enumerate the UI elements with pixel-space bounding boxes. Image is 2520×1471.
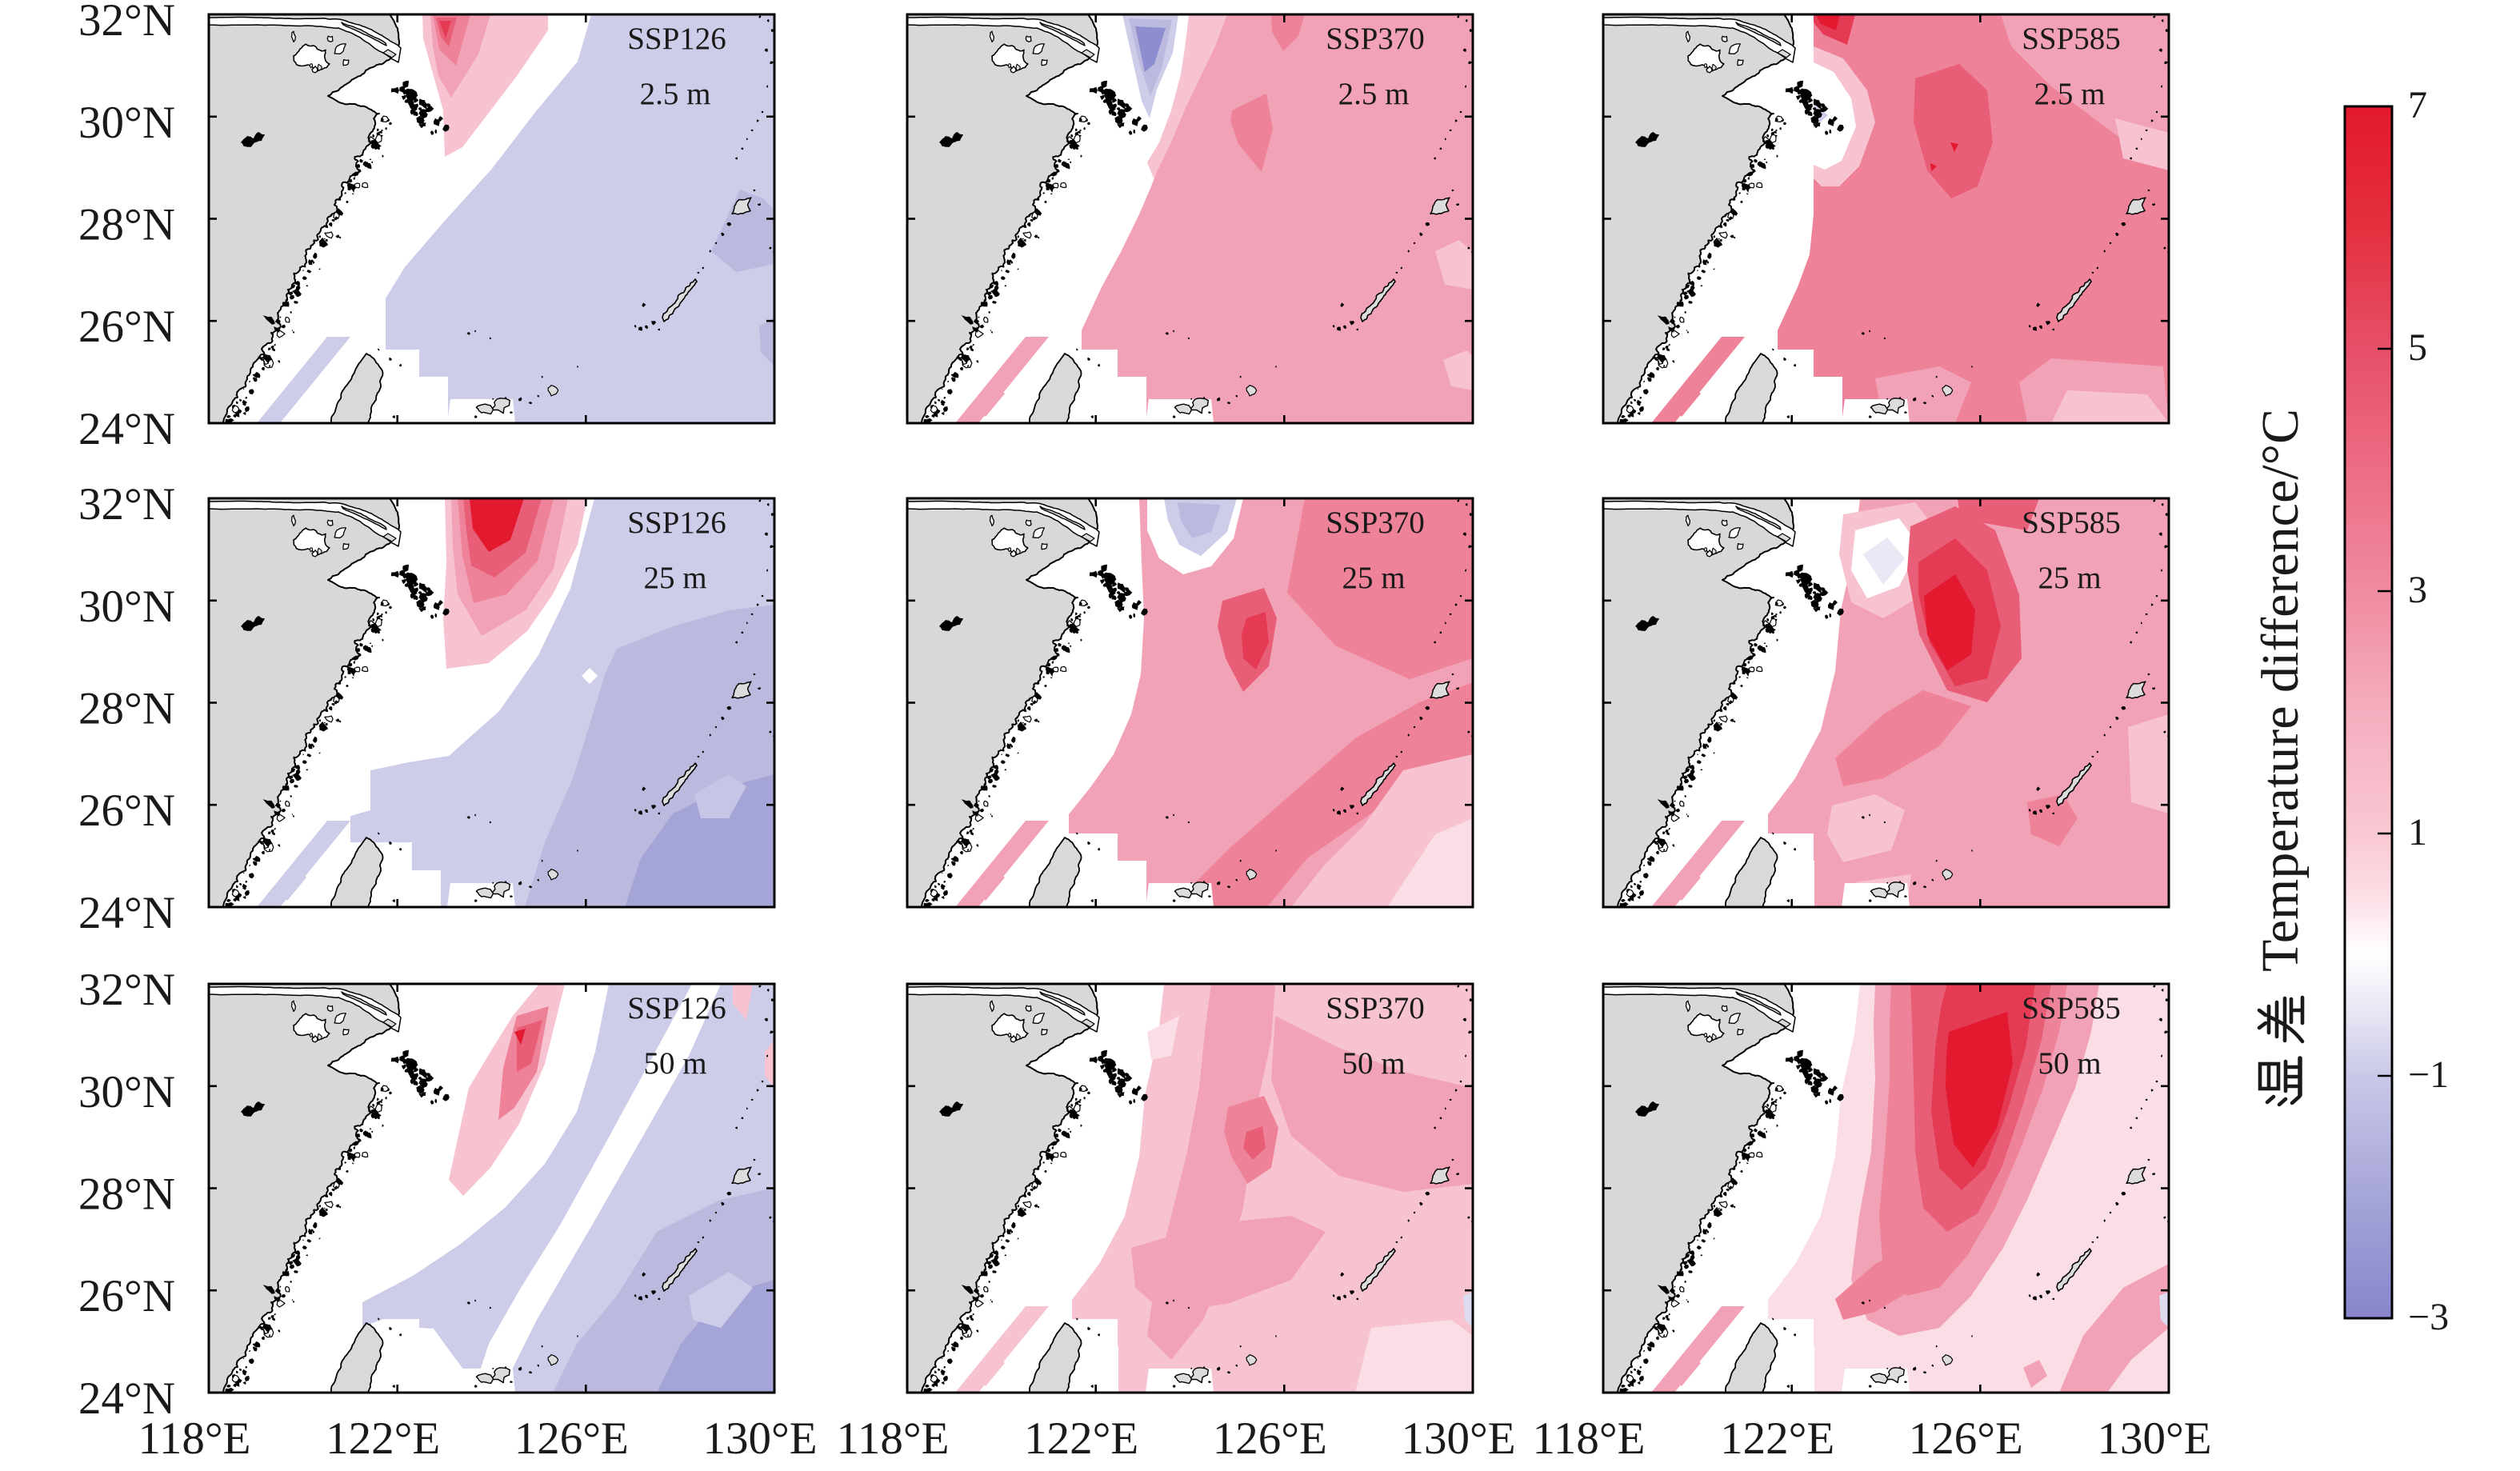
svg-text:118°E: 118°E (837, 1413, 950, 1464)
svg-text:126°E: 126°E (1909, 1413, 2023, 1464)
svg-text:28°N: 28°N (78, 1169, 175, 1220)
svg-text:1: 1 (2408, 811, 2427, 853)
svg-text:32°N: 32°N (78, 965, 175, 1015)
svg-text:26°N: 26°N (78, 1271, 175, 1321)
svg-text:2.5 m: 2.5 m (2034, 77, 2106, 111)
svg-text:25 m: 25 m (643, 561, 706, 595)
svg-text:2.5 m: 2.5 m (1338, 77, 1410, 111)
svg-text:5: 5 (2408, 326, 2427, 369)
svg-text:2.5 m: 2.5 m (640, 77, 711, 111)
svg-text:24°N: 24°N (78, 1373, 175, 1424)
svg-text:24°N: 24°N (78, 888, 175, 938)
svg-text:30°N: 30°N (78, 98, 175, 148)
svg-text:26°N: 26°N (78, 302, 175, 352)
svg-text:118°E: 118°E (138, 1413, 251, 1464)
svg-text:SSP585: SSP585 (2022, 22, 2121, 56)
svg-text:Temperature difference/°C: Temperature difference/°C (2251, 409, 2310, 972)
svg-text:50 m: 50 m (2038, 1046, 2101, 1081)
svg-text:126°E: 126°E (1213, 1413, 1327, 1464)
svg-text:122°E: 122°E (1024, 1413, 1138, 1464)
svg-text:32°N: 32°N (78, 479, 175, 530)
svg-text:−1: −1 (2408, 1053, 2449, 1096)
svg-text:32°N: 32°N (78, 0, 175, 46)
svg-text:50 m: 50 m (1342, 1046, 1405, 1081)
svg-text:SSP126: SSP126 (627, 991, 726, 1025)
svg-text:25 m: 25 m (1342, 561, 1405, 595)
svg-text:130°E: 130°E (1401, 1413, 1515, 1464)
svg-text:30°N: 30°N (78, 582, 175, 632)
svg-text:28°N: 28°N (78, 200, 175, 250)
svg-text:7: 7 (2408, 84, 2427, 126)
svg-text:118°E: 118°E (1533, 1413, 1646, 1464)
svg-text:SSP585: SSP585 (2022, 506, 2121, 540)
svg-text:−3: −3 (2408, 1296, 2449, 1338)
svg-text:130°E: 130°E (702, 1413, 817, 1464)
svg-text:SSP370: SSP370 (1326, 991, 1425, 1025)
svg-text:122°E: 122°E (326, 1413, 440, 1464)
svg-text:28°N: 28°N (78, 684, 175, 734)
svg-text:30°N: 30°N (78, 1067, 175, 1117)
svg-text:SSP126: SSP126 (627, 22, 726, 56)
svg-text:25 m: 25 m (2038, 561, 2101, 595)
svg-text:26°N: 26°N (78, 785, 175, 836)
svg-text:50 m: 50 m (643, 1046, 706, 1081)
svg-text:SSP370: SSP370 (1326, 22, 1425, 56)
svg-text:130°E: 130°E (2097, 1413, 2211, 1464)
svg-text:122°E: 122°E (1720, 1413, 1834, 1464)
svg-text:SSP585: SSP585 (2022, 991, 2121, 1025)
svg-text:SSP370: SSP370 (1326, 506, 1425, 540)
svg-text:126°E: 126°E (514, 1413, 629, 1464)
svg-text:SSP126: SSP126 (627, 506, 726, 540)
svg-text:3: 3 (2408, 569, 2427, 611)
svg-text:24°N: 24°N (78, 404, 175, 454)
